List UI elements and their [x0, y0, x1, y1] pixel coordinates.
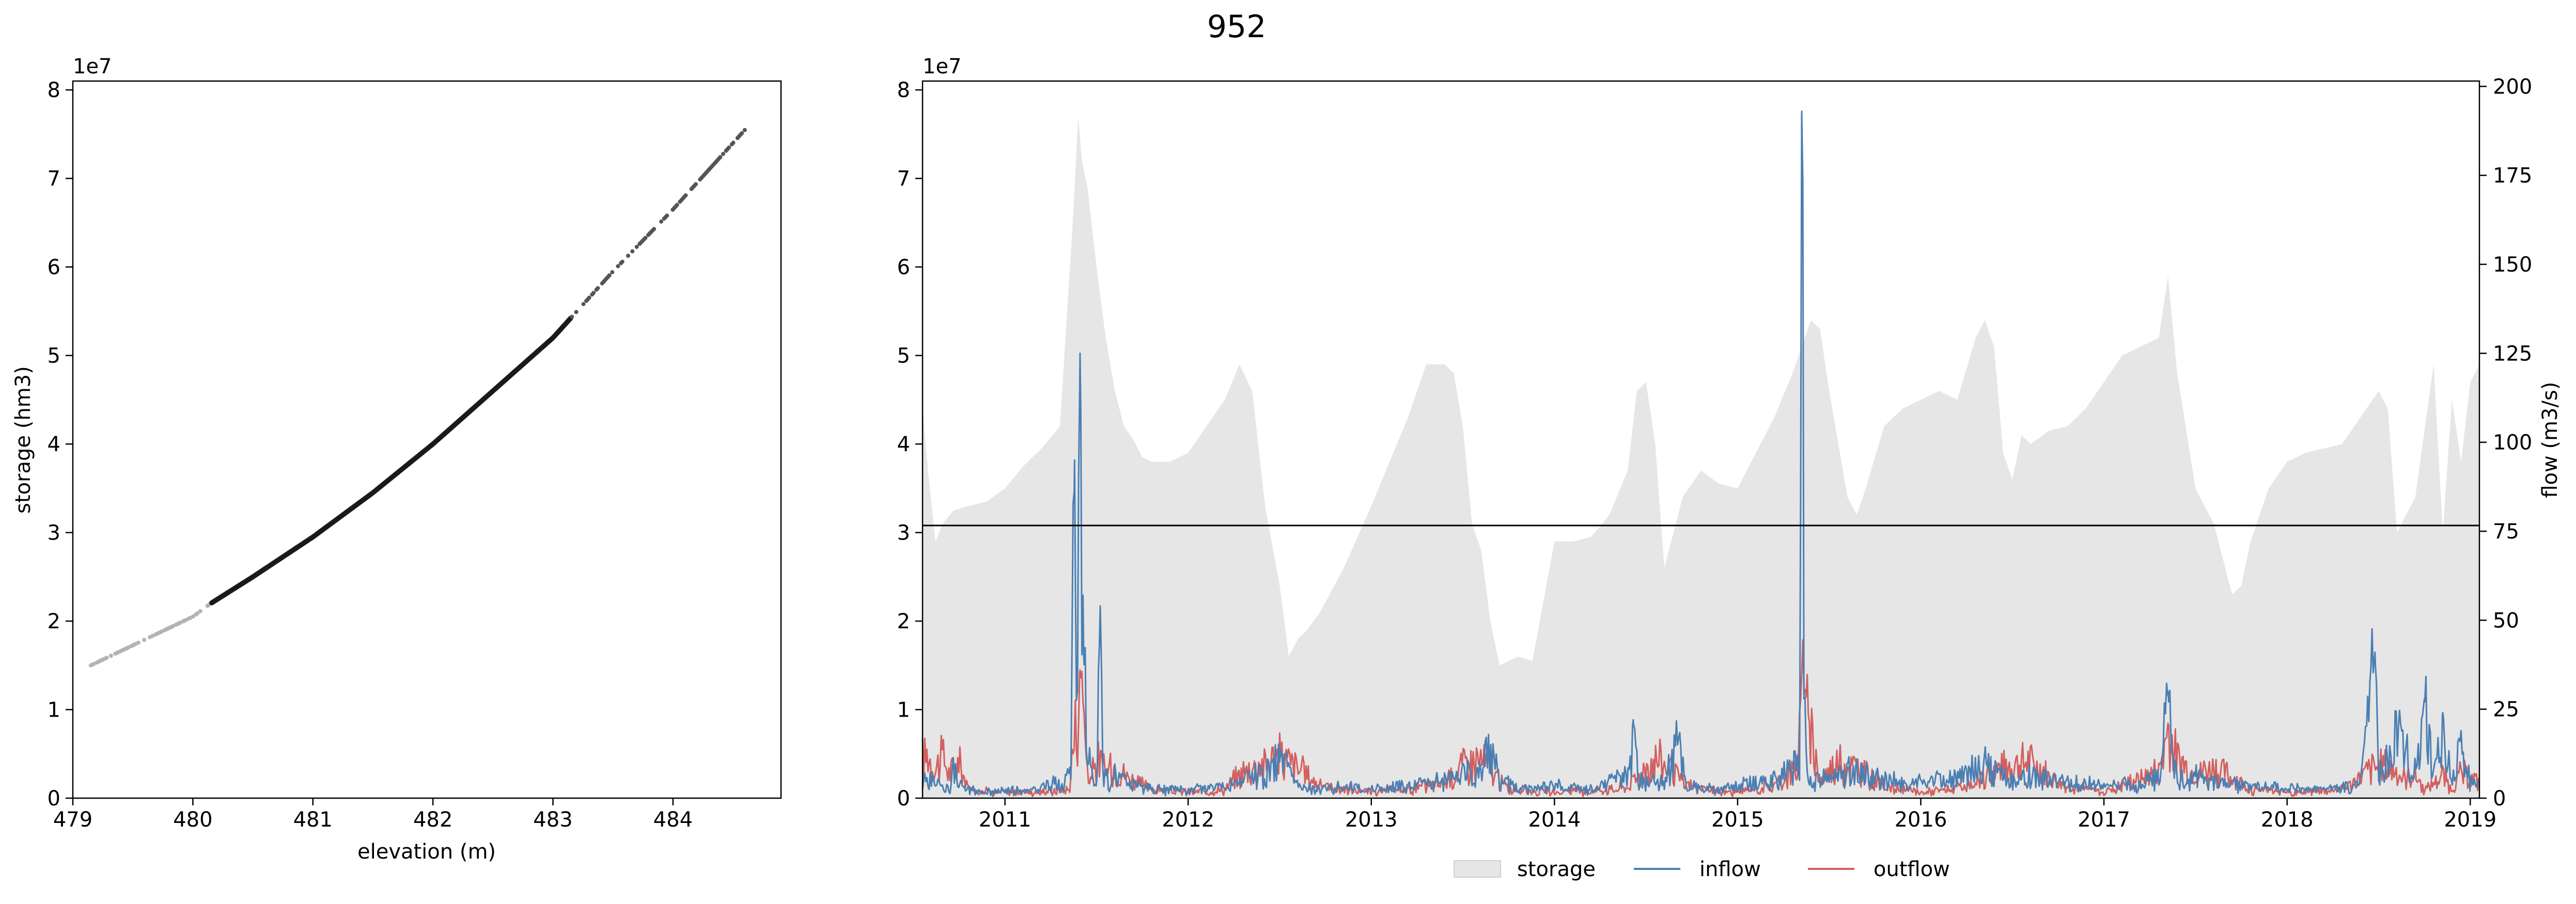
left-x-tick-label: 480 [173, 808, 212, 832]
legend-inflow-label: inflow [1699, 858, 1761, 881]
left-y-tick-label: 2 [48, 610, 60, 633]
right-left-y-tick-label: 5 [897, 344, 910, 368]
right-left-y-tick-label: 2 [897, 610, 910, 633]
curve-point [731, 141, 736, 145]
curve-point [610, 270, 614, 274]
right-left-y-tick-label: 6 [897, 256, 910, 279]
left-x-tick-label: 479 [53, 808, 92, 832]
right-y-axis-label: flow (m3/s) [2538, 382, 2562, 498]
curve-point [683, 193, 688, 197]
right-x-tick-label: 2016 [1895, 808, 1947, 832]
right-left-y-tick-label: 3 [897, 521, 910, 545]
right-y-tick-label: 125 [2493, 342, 2532, 366]
right-x-tick-label: 2017 [2078, 808, 2130, 832]
curve-point [570, 315, 574, 319]
curve-point [620, 260, 625, 264]
right-left-y-tick-label: 0 [897, 787, 910, 811]
curve-point [596, 286, 600, 290]
right-x-tick-label: 2013 [1345, 808, 1398, 832]
left-y-offset-label: 1e7 [73, 55, 112, 78]
curve-point [643, 236, 647, 240]
right-y-tick-label: 150 [2493, 253, 2532, 277]
right-left-y-tick-label: 8 [897, 78, 910, 102]
curve-point [740, 131, 744, 135]
curve-point [109, 654, 113, 658]
right-x-tick-label: 2012 [1162, 808, 1214, 832]
curve-point [694, 182, 698, 186]
elevation-storage-curve [89, 128, 747, 668]
right-y-tick-label: 50 [2493, 609, 2519, 632]
curve-point [626, 253, 630, 258]
left-y-tick-label: 8 [48, 78, 60, 102]
right-y-tick-label: 175 [2493, 164, 2532, 188]
curve-point [142, 638, 146, 642]
curve-point [718, 155, 722, 159]
left-x-axis: 479 480 481 482 483 484 [53, 798, 693, 832]
curve-point [582, 302, 586, 306]
curve-point [635, 245, 639, 249]
right-left-y-axis: 0 1 2 3 4 5 6 7 8 [897, 78, 923, 811]
curve-point [721, 152, 725, 156]
curve-point [574, 310, 579, 314]
curve-point [652, 227, 656, 231]
curve-point [105, 656, 109, 660]
figure-title: 952 [1207, 9, 1267, 45]
curve-point [587, 296, 591, 300]
legend: storage inflow outflow [1454, 858, 1950, 881]
right-y-offset-label: 1e7 [923, 55, 962, 78]
elevation-storage-chart: 479 480 481 482 483 484 0 1 2 3 4 5 6 7 8 1e7 elevati… [11, 55, 781, 864]
curve-point [743, 128, 747, 132]
right-y-tick-label: 25 [2493, 698, 2519, 722]
right-y-tick-label: 200 [2493, 75, 2532, 99]
left-y-axis-label: storage (hm3) [11, 366, 35, 514]
legend-storage-label: storage [1517, 858, 1596, 881]
left-y-tick-label: 4 [48, 433, 60, 456]
left-x-axis-label: elevation (m) [357, 840, 496, 864]
left-x-tick-label: 481 [293, 808, 333, 832]
left-plot-frame [73, 81, 781, 798]
storage-area-layer [923, 117, 2479, 798]
curve-point [616, 264, 620, 268]
left-y-tick-label: 6 [48, 256, 60, 279]
left-y-tick-label: 7 [48, 167, 60, 191]
curve-point [591, 291, 596, 295]
curve-point [136, 641, 140, 645]
curve-point [198, 609, 202, 613]
curve-point [659, 219, 663, 224]
storage-area [923, 117, 2479, 798]
right-left-y-tick-label: 7 [897, 167, 910, 191]
left-x-tick-label: 482 [413, 808, 452, 832]
right-right-y-axis: 0 25 50 75 100 125 150 175 200 [2479, 75, 2532, 811]
right-x-tick-label: 2011 [979, 808, 1032, 832]
curve-point [665, 214, 669, 218]
timeseries-chart: 2011 2012 2013 2014 2015 2016 2017 2018 2019 012… [897, 55, 2562, 881]
right-x-tick-label: 2019 [2444, 808, 2496, 832]
right-y-tick-label: 100 [2493, 431, 2532, 455]
right-x-tick-label: 2014 [1528, 808, 1581, 832]
left-y-tick-label: 1 [48, 699, 60, 722]
right-x-axis: 2011 2012 2013 2014 2015 2016 2017 2018 2019 [979, 798, 2497, 832]
legend-outflow-label: outflow [1874, 858, 1950, 881]
left-y-tick-label: 0 [48, 787, 60, 811]
right-y-tick-label: 0 [2493, 787, 2506, 811]
curve-point [607, 273, 612, 277]
legend-storage-swatch [1454, 861, 1501, 877]
curve-point [630, 249, 634, 253]
right-x-tick-label: 2018 [2261, 808, 2314, 832]
left-y-tick-label: 5 [48, 344, 60, 368]
right-y-tick-label: 75 [2493, 520, 2519, 544]
left-x-tick-label: 484 [653, 808, 693, 832]
right-x-tick-label: 2015 [1711, 808, 1764, 832]
left-y-axis: 0 1 2 3 4 5 6 7 8 [48, 78, 73, 811]
right-left-y-tick-label: 4 [897, 433, 910, 456]
curve-point [727, 146, 731, 150]
right-left-y-tick-label: 1 [897, 699, 910, 722]
left-y-tick-label: 3 [48, 521, 60, 545]
left-x-tick-label: 483 [533, 808, 572, 832]
curve-point [675, 203, 679, 207]
